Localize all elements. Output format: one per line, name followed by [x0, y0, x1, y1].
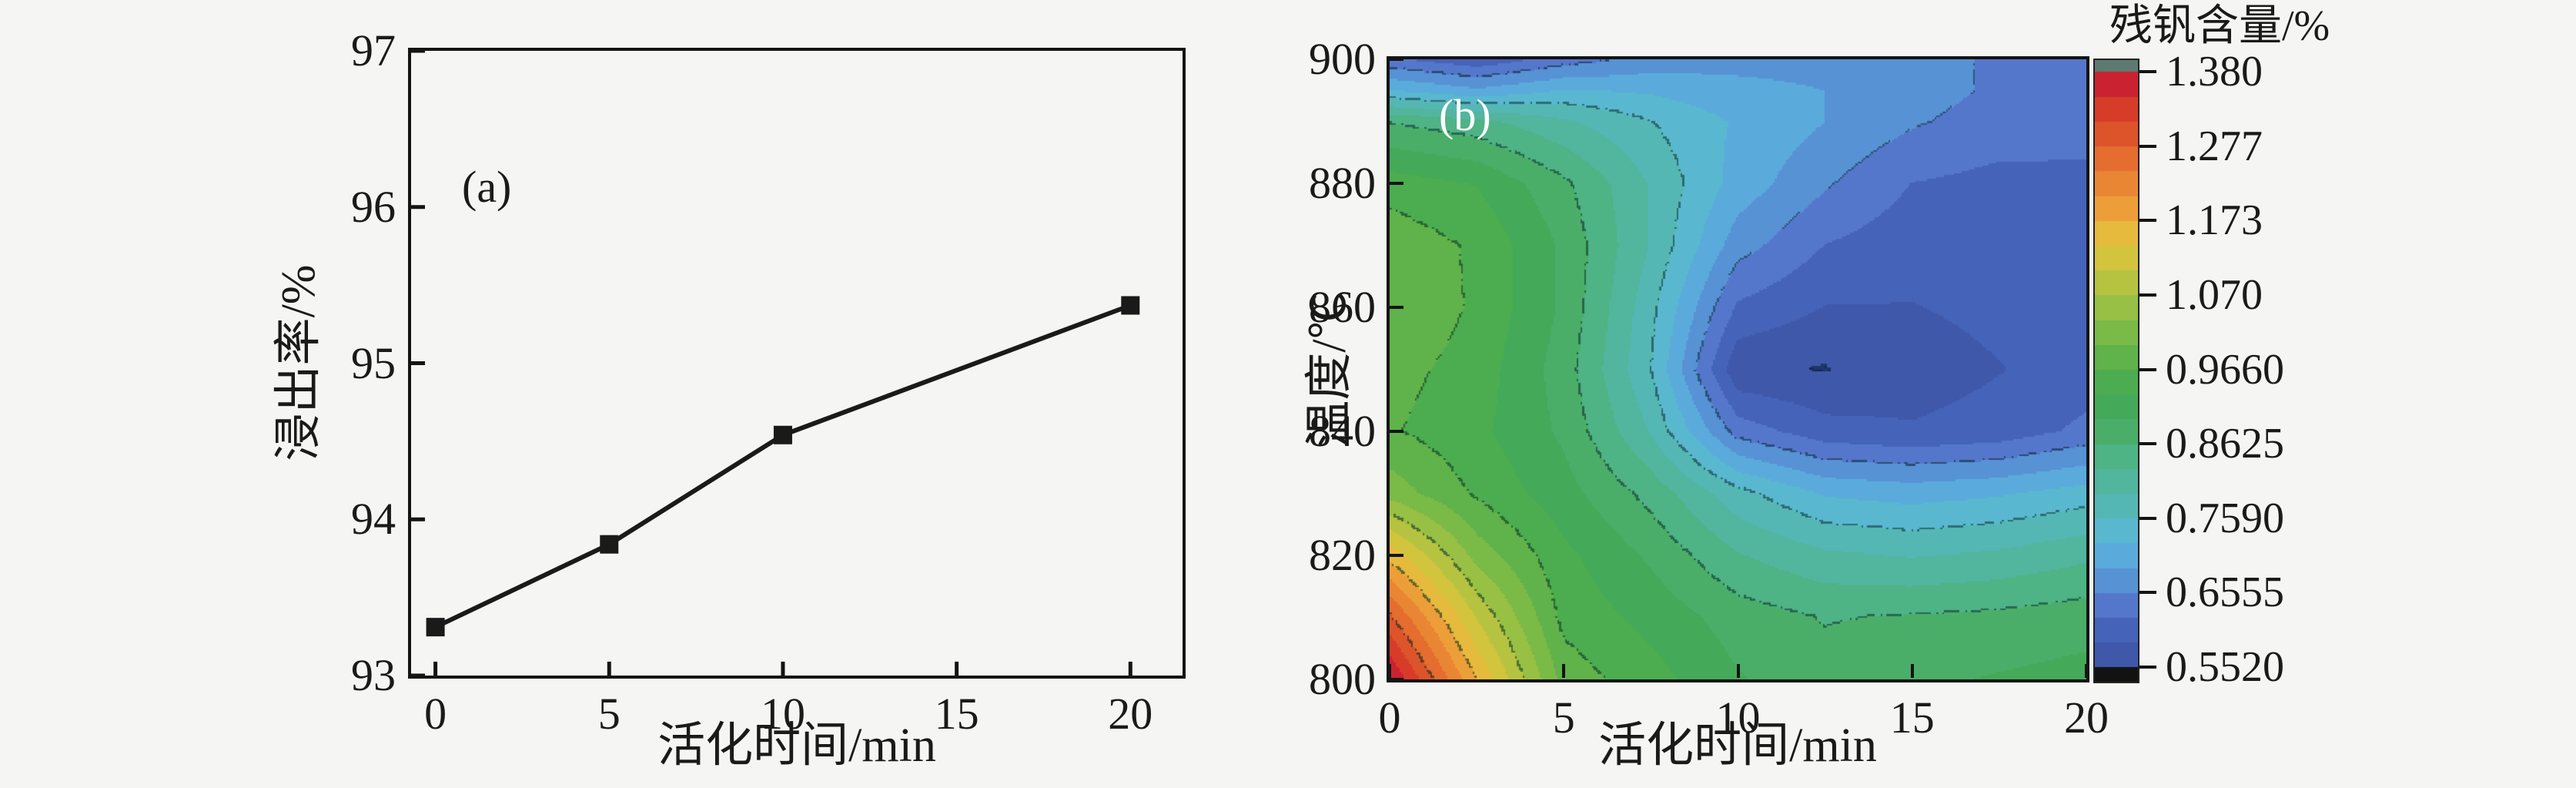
colorbar-tick: [2139, 219, 2156, 223]
panel-a-x-tick-label: 5: [597, 689, 621, 739]
colorbar-tick: [2139, 666, 2156, 669]
panel-b-x-tick: [1910, 664, 1914, 678]
leaching-rate-line: [434, 303, 1132, 629]
panel-b-y-tick: [1390, 182, 1403, 185]
line-chart-svg: [411, 51, 1140, 676]
contour-heatmap-canvas: [1390, 59, 2086, 679]
colorbar-tick-label: 1.070: [2166, 270, 2263, 319]
panel-b-y-tick: [1390, 678, 1403, 681]
panel-b-y-tick-label: 820: [1309, 530, 1376, 580]
panel-b-x-axis-label: 活化时间/min: [1598, 719, 1877, 772]
colorbar-tick: [2139, 367, 2156, 371]
panel-a-x-tick-label: 0: [424, 689, 447, 739]
panel-b-x-tick-label: 5: [1552, 692, 1575, 743]
panel-b-x-tick: [1562, 664, 1566, 678]
colorbar-tick: [2139, 293, 2156, 297]
colorbar-tick: [2139, 516, 2156, 520]
panel-a-label: (a): [462, 162, 512, 212]
panel-b-y-tick-label: 860: [1309, 282, 1376, 332]
panel-a-x-tick-label: 15: [934, 689, 979, 739]
data-point-marker: [773, 425, 792, 444]
colorbar-tick-label: 1.277: [2166, 122, 2263, 170]
panel-b-y-tick-label: 800: [1309, 654, 1376, 704]
colorbar-tick-label: 0.6555: [2166, 568, 2284, 617]
panel-a-y-tick-label: 94: [351, 494, 396, 545]
panel-a-y-tick-label: 97: [351, 25, 396, 75]
panel-b-plot-area: (b): [1387, 56, 2089, 682]
panel-a-x-tick-label: 20: [1108, 689, 1153, 739]
panel-b-x-tick-label: 15: [1889, 692, 1935, 743]
panel-b-y-tick-label: 880: [1309, 158, 1376, 208]
colorbar: [2093, 59, 2139, 683]
panel-b-y-tick-label: 900: [1309, 34, 1376, 84]
colorbar-tick-label: 1.380: [2166, 48, 2263, 96]
panel-a-y-tick-label: 95: [351, 337, 396, 388]
colorbar-tick-label: 0.8625: [2166, 420, 2284, 468]
data-point-marker: [1121, 296, 1140, 315]
colorbar-tick-label: 0.9660: [2166, 345, 2284, 394]
panel-b-x-tick-label: 10: [1715, 692, 1761, 743]
colorbar-tick-label: 0.7590: [2166, 494, 2284, 542]
panel-a-x-axis-label: 活化时间/min: [657, 719, 936, 772]
panel-b-x-tick: [1388, 664, 1391, 678]
colorbar-tick-label: 0.5520: [2166, 643, 2284, 691]
data-point-marker: [426, 618, 445, 637]
panel-b-x-tick-label: 0: [1378, 692, 1401, 743]
panel-b-y-tick-label: 840: [1309, 406, 1376, 456]
panel-a-plot-area: (a): [408, 48, 1186, 679]
panel-b-x-tick: [2085, 664, 2088, 678]
panel-b-label: (b): [1439, 90, 1491, 140]
panel-b-y-axis-label: 温度/℃: [1303, 291, 1356, 448]
panel-a-y-tick-label: 93: [351, 650, 396, 700]
colorbar-tick: [2139, 442, 2156, 446]
panel-a-x-tick-label: 10: [760, 689, 805, 739]
panel-a-y-tick-label: 96: [351, 181, 396, 232]
colorbar-tick: [2139, 591, 2156, 595]
panel-b-y-tick: [1390, 306, 1403, 309]
panel-b-x-tick-label: 20: [2064, 692, 2109, 743]
panel-b-y-tick: [1390, 554, 1403, 557]
panel-b-x-tick: [1736, 664, 1740, 678]
colorbar-gradient-canvas: [2095, 60, 2138, 682]
colorbar-tick: [2139, 144, 2156, 148]
colorbar-tick-label: 1.173: [2166, 196, 2263, 245]
panel-b-y-tick: [1390, 430, 1403, 433]
data-point-marker: [600, 535, 619, 554]
colorbar-title: 残钒含量/%: [2109, 2, 2330, 50]
colorbar-tick: [2139, 70, 2156, 73]
panel-b-y-tick: [1390, 58, 1403, 61]
